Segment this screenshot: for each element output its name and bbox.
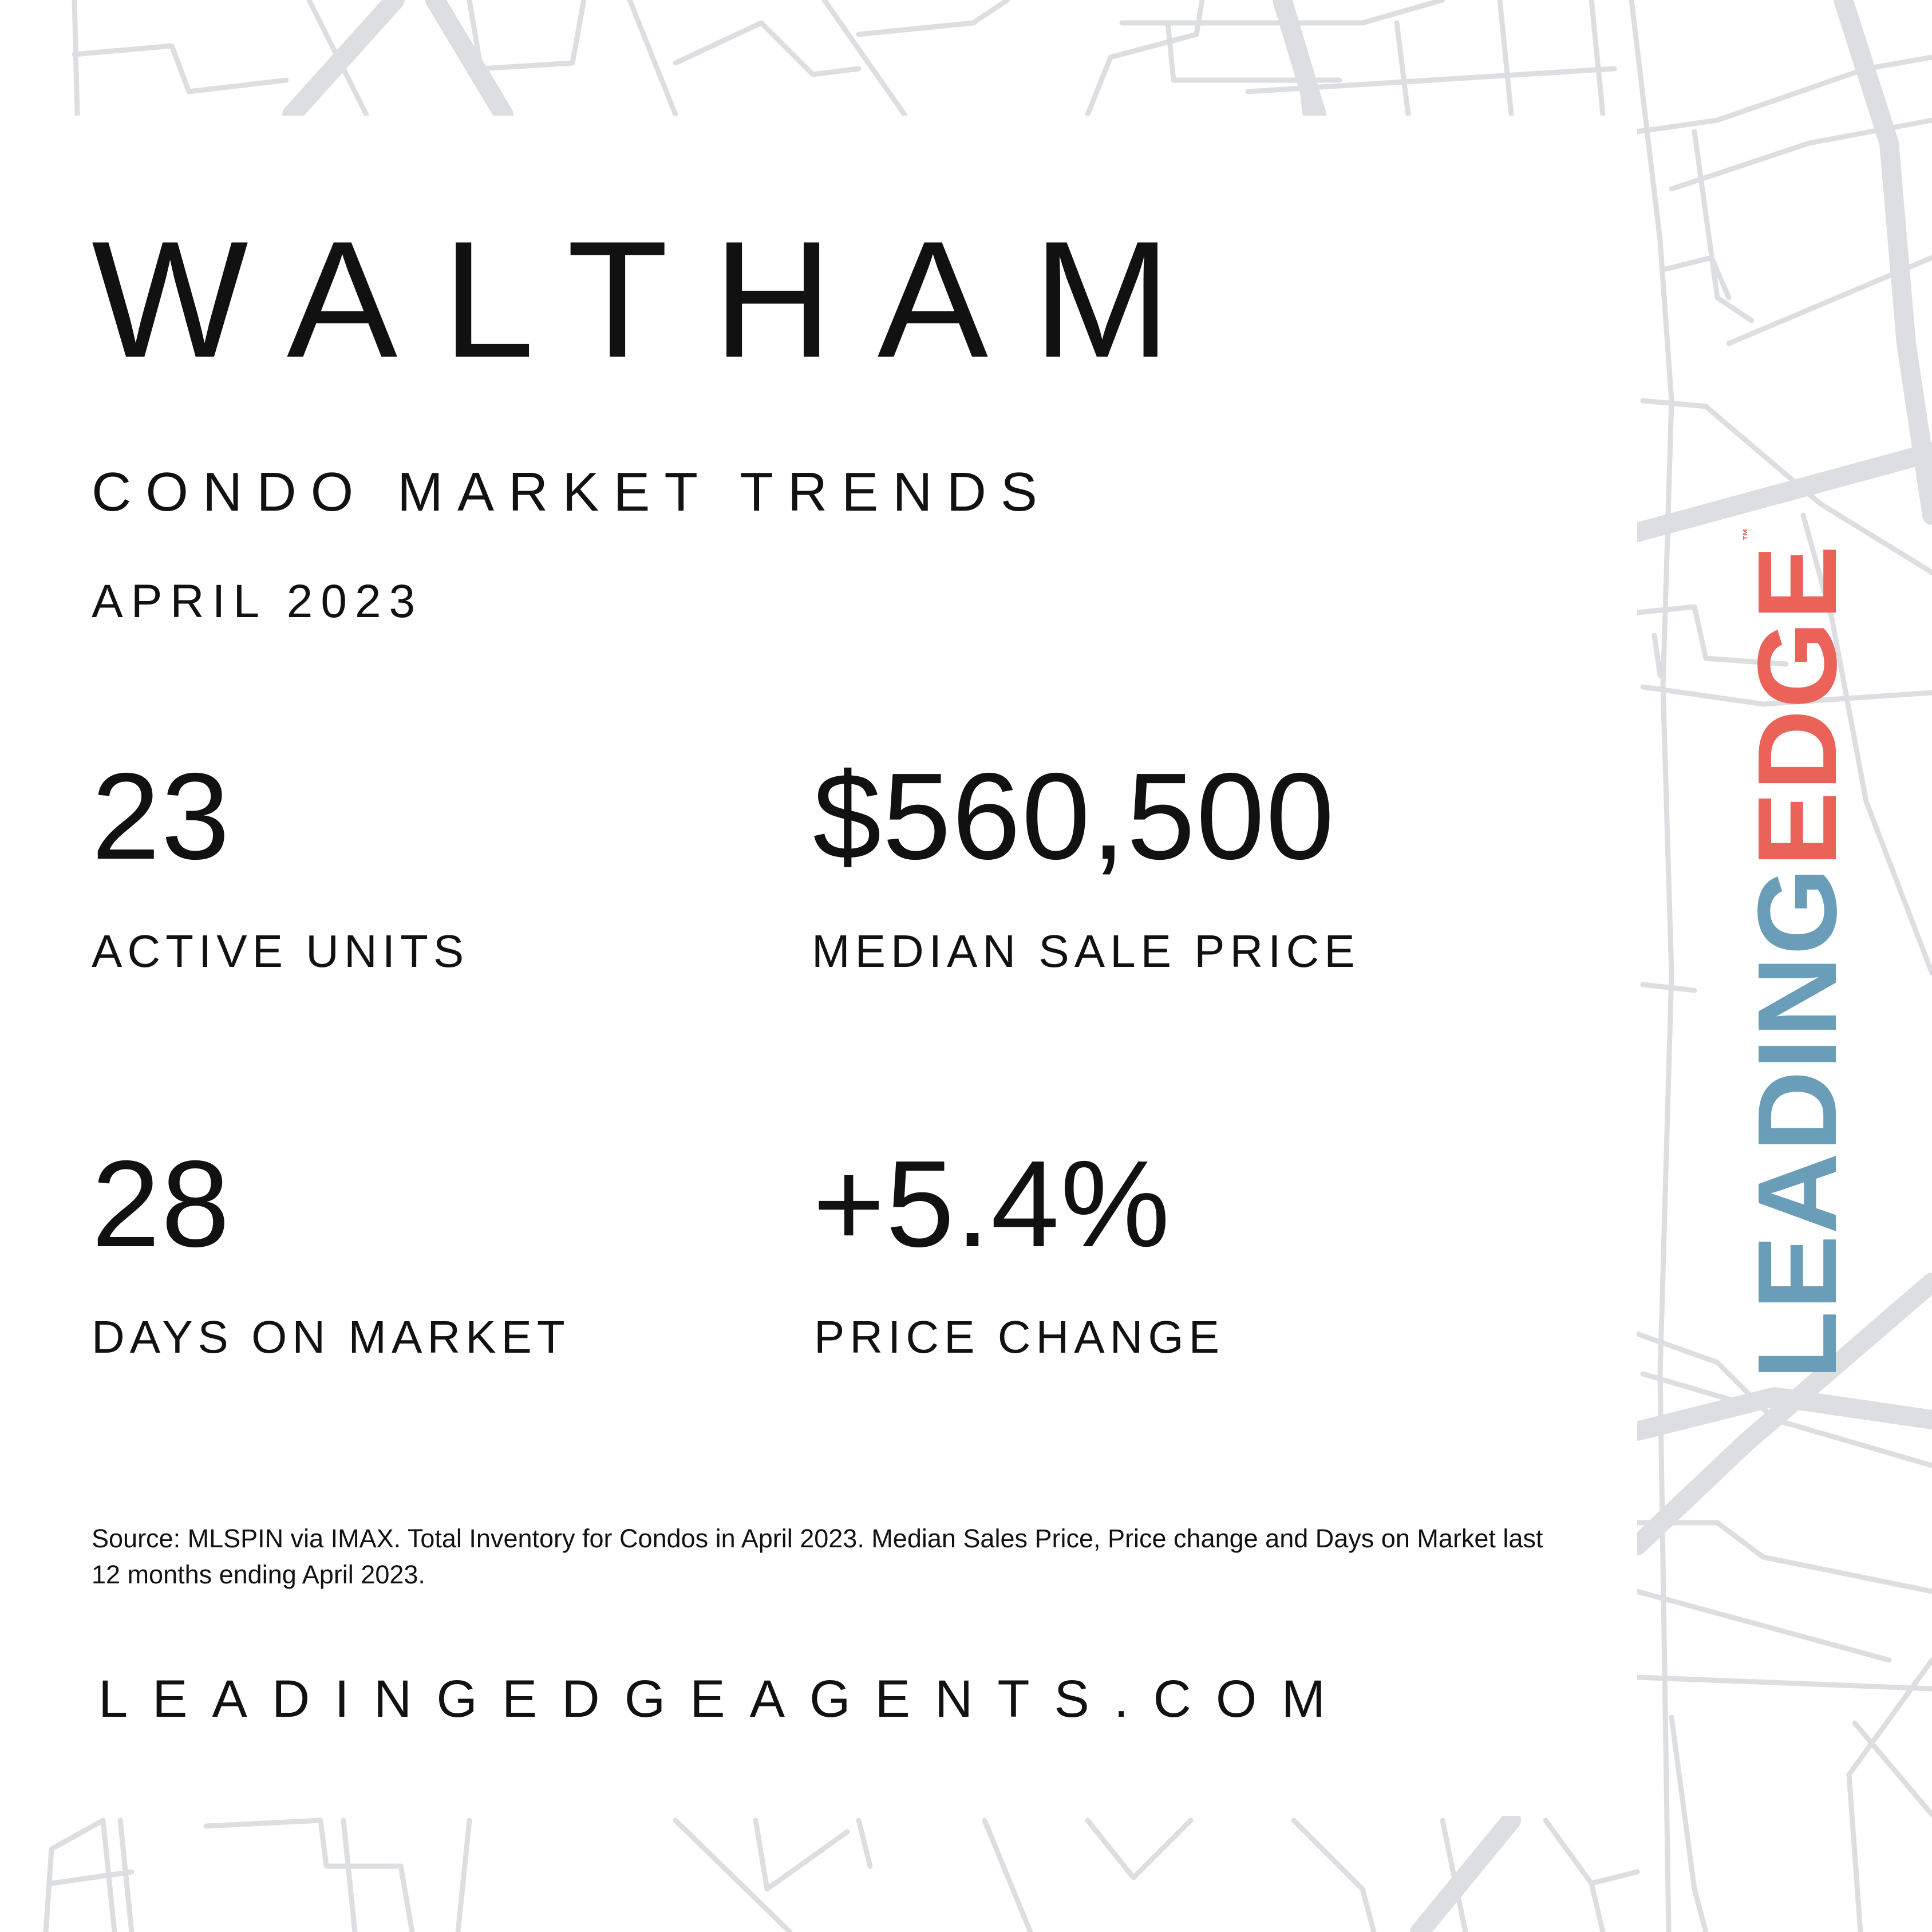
website-url: LEADINGEDGEAGENTS.COM [98, 1670, 1350, 1728]
map-streets-bottom [43, 1818, 1640, 1932]
price-change-label: PRICE CHANGE [814, 1311, 1224, 1362]
source-note: Source: MLSPIN via IMAX. Total Inventory… [92, 1524, 1543, 1589]
trademark-symbol: ™ [1740, 527, 1755, 541]
map-roads-right [1627, 0, 1932, 1555]
logo-edge-text: EDGE [1735, 544, 1860, 867]
active-units-label: ACTIVE UNITS [92, 926, 469, 977]
days-on-market-value: 28 [92, 1135, 231, 1273]
report-period: APRIL 2023 [92, 575, 424, 627]
median-sale-price-label: MEDIAN SALE PRICE [812, 926, 1360, 977]
report-subtitle: CONDO MARKET TRENDS [92, 461, 1052, 523]
logo-leading-text: LEADING [1735, 867, 1860, 1380]
map-roads-bottom [1410, 1811, 1521, 1932]
content-panel [0, 116, 1637, 1816]
price-change-value: +5.4% [813, 1135, 1171, 1273]
leading-edge-logo: LEADINGEDGE ™ [1735, 527, 1860, 1380]
median-sale-price-value: $560,500 [813, 747, 1336, 885]
city-title: WALTHAM [92, 207, 1216, 392]
map-roads-top [282, 0, 1326, 124]
active-units-value: 23 [92, 747, 231, 885]
days-on-market-label: DAYS ON MARKET [92, 1311, 570, 1362]
